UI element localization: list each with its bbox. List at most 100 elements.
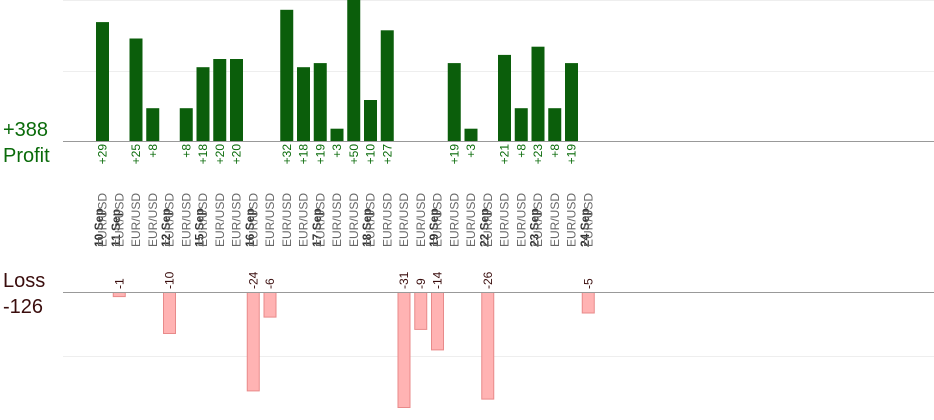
profit-value-label: +21 (498, 144, 512, 165)
profit-bar (313, 63, 327, 141)
loss-bar (397, 292, 411, 408)
profit-bar (280, 9, 294, 141)
profit-value-label: +19 (565, 144, 579, 165)
profit-bar (297, 67, 310, 141)
profit-value-label: +8 (146, 144, 160, 158)
profit-bar (213, 59, 227, 141)
profit-bar (364, 100, 377, 141)
loss-value-label: -6 (263, 278, 277, 289)
loss-value-label: -10 (163, 271, 177, 289)
loss-value-label: -9 (414, 278, 428, 289)
profit-value-label: +29 (96, 144, 110, 165)
profit-bar (548, 108, 562, 141)
loss-value-label: -14 (431, 271, 445, 289)
pair-label: EUR/USD (364, 193, 378, 247)
pair-label: EUR/USD (498, 193, 512, 247)
loss-bar (246, 292, 260, 392)
profit-value-label: +10 (364, 144, 378, 165)
profit-value-label: +8 (548, 144, 562, 158)
pair-label: EUR/USD (347, 193, 361, 247)
pair-label: EUR/USD (380, 193, 394, 247)
profit-value-label: +18 (196, 144, 210, 165)
date-label: 15 Sep (193, 208, 207, 247)
profit-value-label: +3 (330, 144, 344, 158)
trade-bars (96, 0, 595, 408)
profit-bar (196, 67, 210, 141)
loss-bar (163, 292, 176, 334)
pair-label: EUR/USD (313, 193, 327, 247)
pair-label: EUR/USD (565, 193, 579, 247)
profit-bar (146, 108, 160, 141)
profit-bar (96, 22, 109, 142)
pair-label: EUR/USD (129, 193, 143, 247)
profit-value-label: +8 (179, 144, 193, 158)
date-label: 18 Sep (360, 208, 374, 247)
pair-label: EUR/USD (397, 193, 411, 247)
profit-value-label: +23 (531, 144, 545, 165)
loss-value-label: -26 (481, 271, 495, 289)
loss-bar (414, 292, 428, 330)
profit-bar (531, 46, 545, 142)
loss-total: -126 (3, 296, 44, 318)
profit-bar (447, 63, 461, 141)
profit-value-label: +8 (514, 144, 528, 158)
profit-value-label: +18 (297, 144, 311, 165)
date-label: 22 Sep (477, 208, 491, 247)
grid-lines (63, 0, 934, 357)
pair-label: EUR/USD (330, 193, 344, 247)
loss-bar (581, 292, 595, 314)
pair-label: EUR/USD (112, 193, 126, 247)
loss-bar (112, 292, 126, 298)
date-label: 10 Sep (92, 208, 106, 247)
pair-label: EUR/USD (263, 193, 277, 247)
loss-label: Loss (3, 270, 46, 292)
pair-label: EUR/USD (179, 193, 193, 247)
profit-bar (514, 108, 528, 141)
profit-value-label: +32 (280, 144, 294, 165)
pair-label: EUR/USD (431, 193, 445, 247)
loss-value-label: -31 (397, 271, 411, 289)
profit-value-label: +25 (129, 144, 143, 165)
pair-label: EUR/USD (280, 193, 294, 247)
profit-bar (230, 59, 243, 141)
pair-label: EUR/USD (146, 193, 160, 247)
pair-label: EUR/USD (514, 193, 528, 247)
pair-label: EUR/USD (96, 193, 110, 247)
profit-total: +388 (3, 119, 49, 141)
profit-bar (464, 128, 478, 141)
pair-label: EUR/USD (297, 193, 311, 247)
date-label: 24 Sep (578, 208, 592, 247)
loss-bar (431, 292, 444, 351)
pair-label: EUR/USD (531, 193, 545, 247)
date-label: 12 Sep (159, 208, 173, 247)
pair-label: EUR/USD (213, 193, 227, 247)
loss-bar (481, 292, 495, 400)
profit-value-label: +20 (230, 144, 244, 165)
profit-bar (498, 54, 511, 141)
date-label: 16 Sep (243, 208, 257, 247)
profit-value-label: +19 (313, 144, 327, 165)
profit-value-label: +3 (464, 144, 478, 158)
loss-value-label: -5 (581, 278, 595, 289)
pair-label: EUR/USD (447, 193, 461, 247)
date-label: 17 Sep (310, 208, 324, 247)
profit-bar (330, 128, 344, 141)
pair-label: EUR/USD (481, 193, 495, 247)
profit-bar (179, 108, 193, 141)
pair-label: EUR/USD (581, 193, 595, 247)
profit-value-label: +20 (213, 144, 227, 165)
loss-value-label: -24 (246, 271, 260, 289)
profit-bar (565, 63, 578, 141)
profit-value-label: +50 (347, 144, 361, 165)
profit-bar (129, 38, 143, 141)
profit-value-label: +19 (447, 144, 461, 165)
loss-value-label: -1 (112, 278, 126, 289)
profit-label: Profit (3, 145, 50, 167)
profit-bar (347, 0, 361, 141)
profit-value-label: +27 (380, 144, 394, 165)
pair-label: EUR/USD (414, 193, 428, 247)
pair-label: EUR/USD (246, 193, 260, 247)
value-labels: +29-1+25 +8-10+8 +18 +20 +20-24 -6+32 +18 +19 +3… (96, 144, 596, 289)
pair-label: EUR/USD (230, 193, 244, 247)
